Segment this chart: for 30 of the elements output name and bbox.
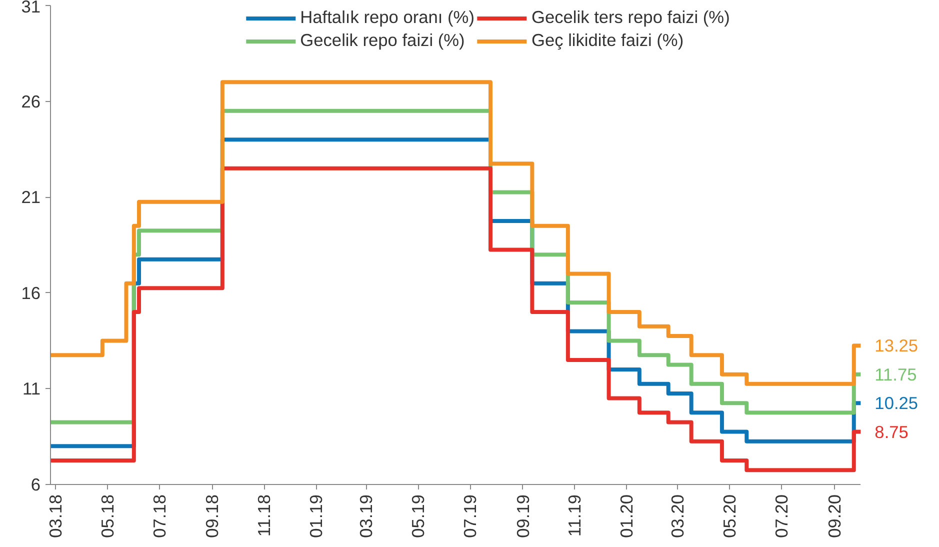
legend-label: Gecelik repo faizi (%) bbox=[300, 30, 465, 51]
x-tick-label: 01.19 bbox=[306, 494, 326, 538]
x-tick-label: 09.18 bbox=[202, 494, 222, 538]
x-tick-label: 05.20 bbox=[720, 494, 740, 538]
x-tick-label: 09.20 bbox=[824, 494, 844, 538]
legend-label: Haftalık repo oranı (%) bbox=[300, 7, 474, 28]
x-tick-label: 11.19 bbox=[564, 494, 585, 537]
x-tick-label: 11.18 bbox=[254, 494, 274, 537]
x-tick-label: 07.19 bbox=[460, 494, 480, 538]
x-tick-label: 03.20 bbox=[668, 494, 688, 538]
data-label: 8.75 bbox=[874, 422, 908, 442]
x-tick-label: 03.19 bbox=[356, 494, 376, 538]
legend-label: Gecelik ters repo faizi (%) bbox=[531, 7, 730, 28]
x-tick-label: 07.18 bbox=[149, 494, 170, 538]
x-tick-label: 01.20 bbox=[616, 494, 637, 538]
data-label: 11.75 bbox=[874, 364, 917, 384]
y-tick-label: 21 bbox=[21, 187, 41, 208]
data-label: 10.25 bbox=[874, 393, 918, 414]
y-tick-label: 26 bbox=[21, 91, 41, 112]
y-tick-label: 16 bbox=[21, 282, 41, 303]
x-tick-label: 05.19 bbox=[408, 494, 428, 538]
y-tick-label: 11 bbox=[22, 378, 41, 399]
x-tick-label: 03.18 bbox=[46, 494, 66, 538]
data-label: 13.25 bbox=[874, 336, 918, 356]
y-tick-label: 6 bbox=[30, 474, 41, 494]
x-tick-label: 05.18 bbox=[98, 494, 118, 538]
legend-label: Geç likidite faizi (%) bbox=[531, 30, 684, 51]
x-tick-label: 07.20 bbox=[772, 494, 792, 538]
y-tick-label: 31 bbox=[21, 0, 41, 16]
x-tick-label: 09.19 bbox=[512, 494, 533, 538]
